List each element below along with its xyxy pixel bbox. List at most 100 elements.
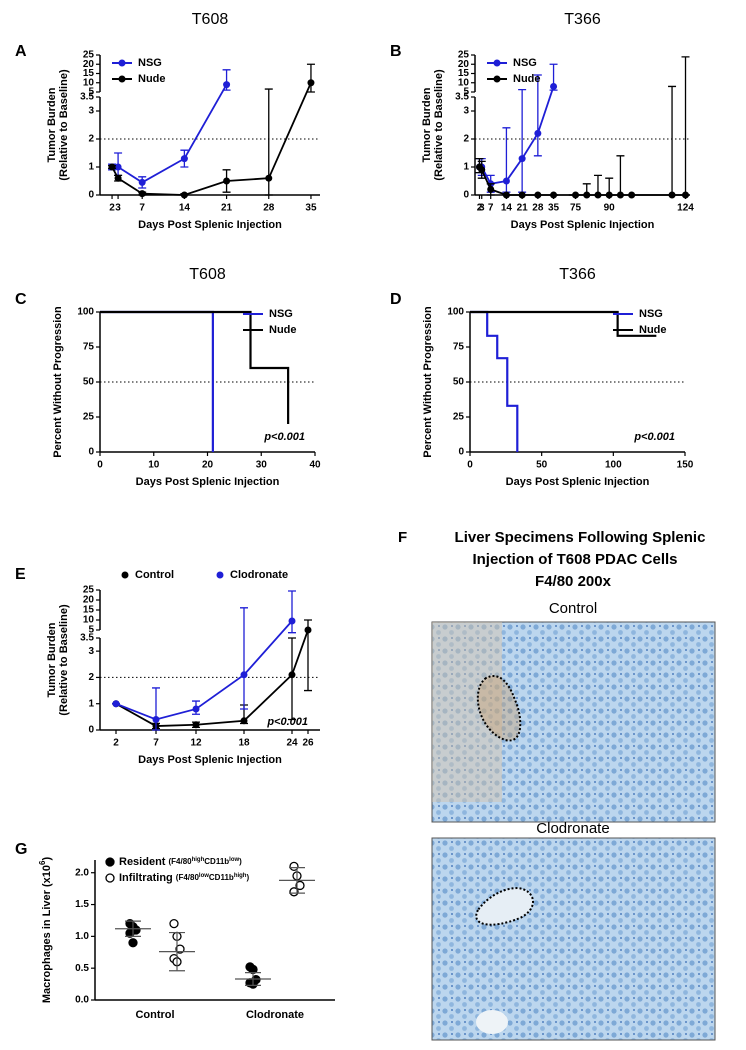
data-point <box>192 721 200 729</box>
y-axis-label: Percent Without Progression <box>52 306 64 458</box>
legend-detail: (F4/80 <box>168 857 192 866</box>
x-tick-label: 50 <box>536 460 548 471</box>
legend-label: Clodronate <box>230 569 288 581</box>
y-tick-label: 15 <box>83 605 95 616</box>
x-tick-label: 18 <box>238 738 250 749</box>
y-tick-label: 25 <box>83 585 95 596</box>
y-tick-label: 0 <box>463 190 469 201</box>
panel-label: F <box>398 529 407 546</box>
data-point <box>138 178 146 186</box>
y-tick-label: 1.5 <box>75 899 89 910</box>
y-tick-label: 1.0 <box>75 931 89 942</box>
data-point <box>152 715 160 723</box>
data-point <box>192 705 200 713</box>
y-tick-label: 3.5 <box>80 633 94 644</box>
chart-title: T608 <box>189 266 226 283</box>
lesion-outline <box>475 886 534 926</box>
data-point <box>223 177 231 185</box>
x-tick-label: 2 <box>477 203 483 214</box>
data-point <box>616 191 624 199</box>
data-point <box>169 918 179 929</box>
legend-detail: high <box>192 857 205 863</box>
x-axis-label: Days Post Splenic Injection <box>138 219 282 231</box>
series-line <box>115 620 293 721</box>
survival-curve <box>470 310 519 452</box>
series-line <box>112 84 228 184</box>
legend-name: Resident <box>119 856 166 868</box>
chart-panel: C T608 0 25 50 75 100 0 10 20 30 40 Days Post Spleni… <box>15 266 321 488</box>
data-point <box>180 191 188 199</box>
y-tick-label: 2 <box>88 672 94 683</box>
data-point <box>288 617 296 625</box>
data-point <box>295 880 305 891</box>
legend-marker <box>493 59 501 67</box>
y-tick-label: 50 <box>453 377 465 388</box>
error-bar <box>152 687 160 731</box>
x-axis-label: Days Post Splenic Injection <box>506 476 650 488</box>
legend-label: NSG <box>639 308 663 320</box>
data-point <box>114 174 122 182</box>
y-tick-label: 0.5 <box>75 963 89 974</box>
legend-label: Resident (F4/80highCD11blow) <box>119 856 242 868</box>
data-point <box>502 177 510 185</box>
x-tick-label: 14 <box>501 203 513 214</box>
legend-marker <box>121 571 129 579</box>
legend-marker <box>118 59 126 67</box>
panel-label: E <box>15 566 26 583</box>
y-tick-label: 1 <box>88 162 94 173</box>
data-point <box>502 191 510 199</box>
y-axis-label: (Relative to Baseline) <box>58 69 70 181</box>
legend-marker <box>493 75 501 83</box>
panel-label: D <box>390 291 402 308</box>
data-point <box>289 887 299 897</box>
panel-label: A <box>15 43 27 60</box>
x-tick-label: 21 <box>517 203 529 214</box>
y-tick-label: 25 <box>83 412 95 423</box>
data-point <box>223 81 231 89</box>
legend-label: Nude <box>138 73 166 85</box>
x-tick-label: 7 <box>153 738 159 749</box>
data-point <box>307 79 315 87</box>
y-tick-label: 50 <box>83 377 95 388</box>
data-point <box>518 191 526 199</box>
plot-area <box>112 590 312 731</box>
y-tick-label: 0 <box>88 725 94 736</box>
data-point <box>628 191 636 199</box>
legend-detail: ) <box>239 857 242 866</box>
stain-region <box>432 622 502 802</box>
panel-title: F4/80 200x <box>535 573 612 590</box>
error-bar <box>288 637 296 721</box>
y-axis-label: Macrophages in Liver (x106) <box>38 857 53 1004</box>
y-tick-label: 20 <box>458 59 470 70</box>
legend-detail: CD11b <box>209 873 234 882</box>
x-tick-label: 35 <box>548 203 560 214</box>
data-point <box>138 190 146 198</box>
series-line <box>478 166 686 196</box>
y-tick-label: 25 <box>458 50 470 61</box>
x-tick-label: 0 <box>467 460 473 471</box>
y-tick-label: 5 <box>88 87 94 98</box>
panel-label: B <box>390 43 402 60</box>
annotation: p<0.001 <box>266 716 308 728</box>
plot-area <box>115 861 315 989</box>
x-tick-label: 35 <box>305 203 317 214</box>
y-tick-label: 3 <box>88 646 94 657</box>
error-bar <box>240 607 248 710</box>
micrograph <box>431 621 716 823</box>
legend-detail: (F4/80 <box>176 873 200 882</box>
error-bar <box>518 88 527 193</box>
data-point <box>518 155 526 163</box>
data-point <box>265 174 273 182</box>
y-tick-label: 0 <box>458 447 464 458</box>
data-point <box>288 671 296 679</box>
y-tick-label: 3 <box>463 106 469 117</box>
data-point <box>478 166 486 174</box>
y-tick-label: 75 <box>83 342 95 353</box>
y-tick-label: 100 <box>447 307 464 318</box>
y-tick-label: 25 <box>83 50 95 61</box>
annotation: p<0.001 <box>633 431 675 443</box>
x-tick-label: Clodronate <box>246 1009 304 1021</box>
x-tick-label: 7 <box>488 203 494 214</box>
y-axis-label-part: Macrophages in Liver (x10 <box>41 865 53 1003</box>
